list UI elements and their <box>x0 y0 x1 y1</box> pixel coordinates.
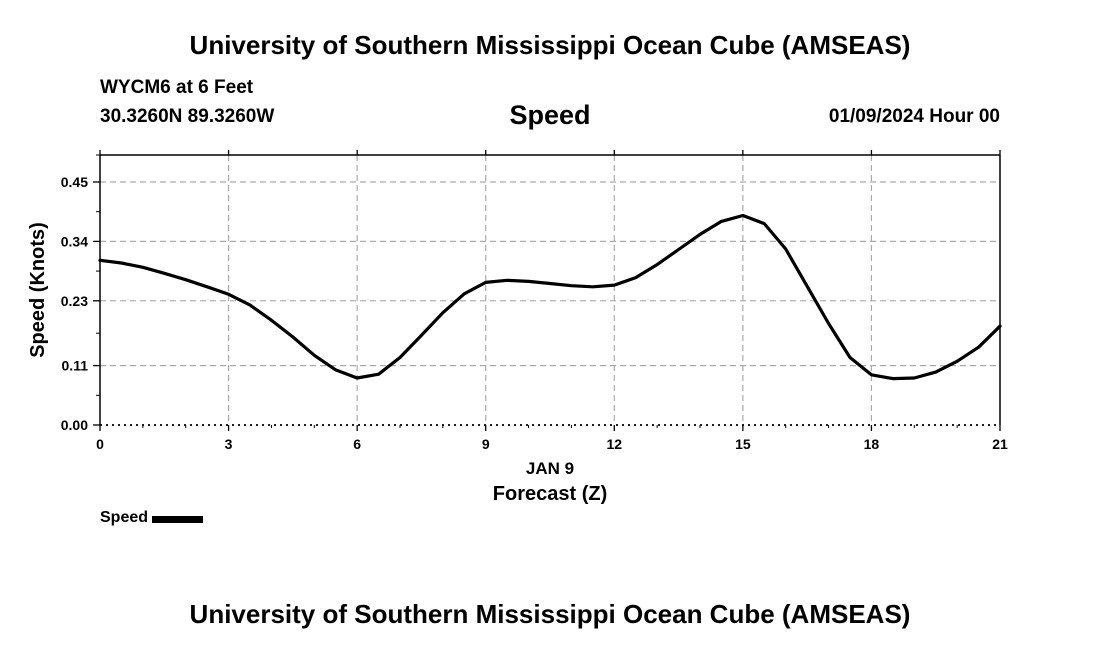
station-label: WYCM6 at 6 Feet <box>100 77 254 98</box>
y-tick-label: 0.45 <box>61 174 88 190</box>
coordinates-label: 30.3260N 89.3260W <box>100 106 275 127</box>
legend-swatch-speed <box>152 516 204 523</box>
x-tick-label: 9 <box>482 436 490 452</box>
chart-legend: Speed <box>100 509 204 527</box>
y-tick-label: 0.11 <box>62 358 89 374</box>
page-title: University of Southern Mississippi Ocean… <box>189 30 911 60</box>
legend-label-speed: Speed <box>100 509 149 526</box>
x-tick-label: 18 <box>864 436 880 452</box>
forecast-datetime: 01/09/2024 Hour 00 <box>828 106 1000 127</box>
y-tick-label: 0.00 <box>61 417 88 433</box>
x-tick-label: 15 <box>735 436 751 452</box>
x-axis-date-label: JAN 9 <box>526 459 574 478</box>
chart-axes <box>99 154 1001 426</box>
chart-title: Speed <box>509 100 591 130</box>
y-tick-label: 0.23 <box>61 293 88 309</box>
x-tick-label: 3 <box>225 436 233 452</box>
tick-labels: 0.00 0.11 0.23 0.34 0.45 0 3 6 9 12 15 18 21 <box>61 150 1008 452</box>
x-axis-title: Forecast (Z) <box>493 483 607 505</box>
footer-title: University of Southern Mississippi Ocean… <box>189 599 911 629</box>
x-tick-label: 6 <box>353 436 361 452</box>
y-tick-label: 0.34 <box>61 233 88 249</box>
grid-lines <box>100 155 1000 425</box>
series-line-speed <box>98 213 1002 381</box>
series-layer <box>98 213 1002 381</box>
y-axis-title: Speed (Knots) <box>27 222 49 358</box>
x-tick-label: 12 <box>606 436 622 452</box>
x-tick-label: 0 <box>96 436 104 452</box>
x-tick-label: 21 <box>992 436 1008 452</box>
